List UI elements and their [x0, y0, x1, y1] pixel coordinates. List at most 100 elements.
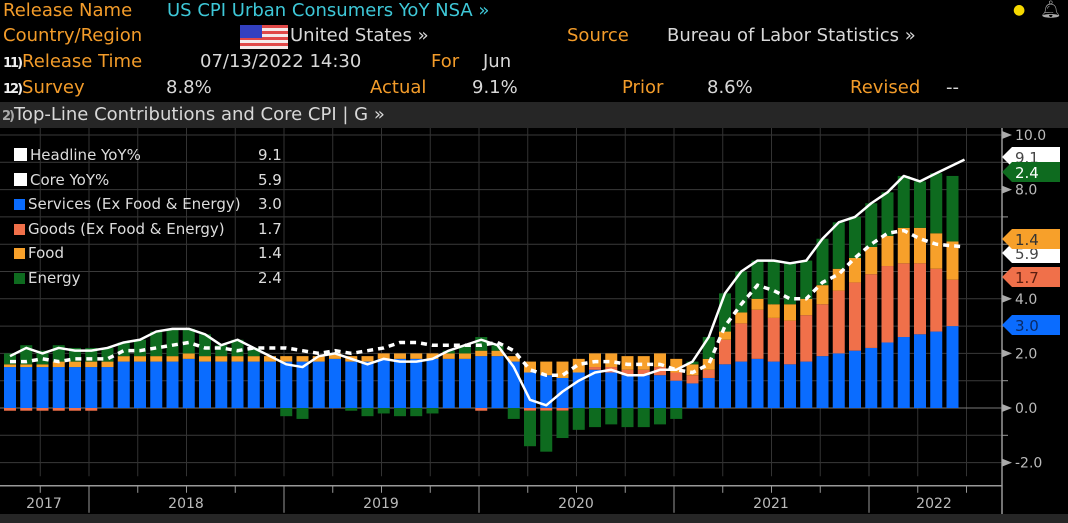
bar-food — [816, 285, 829, 305]
country-label: Country/Region — [3, 25, 143, 46]
bar-energy — [556, 410, 569, 439]
release-time-row[interactable]: 11)Release Time — [3, 51, 142, 75]
bar-services — [410, 358, 423, 408]
bar-food — [897, 227, 910, 264]
for-label: For — [431, 51, 460, 72]
bar-food — [946, 241, 959, 280]
revised-label: Revised — [850, 77, 921, 98]
survey-row[interactable]: 12)Survey — [3, 77, 85, 101]
legend-item-energy[interactable]: Energy — [14, 269, 81, 287]
core-yoy-line — [10, 228, 965, 377]
legend-item-services[interactable]: Services (Ex Food & Energy) — [14, 195, 241, 213]
legend-value: 2.4 — [258, 268, 282, 287]
bar-services — [524, 372, 536, 408]
bar-food — [865, 246, 878, 275]
bar-food — [556, 361, 569, 378]
country-link[interactable]: United States » — [290, 25, 429, 46]
bar-energy — [215, 345, 228, 357]
bar-services — [475, 356, 488, 408]
bar-energy — [540, 410, 553, 452]
bar-energy — [800, 260, 813, 299]
y-tick-arrow — [1002, 294, 1012, 303]
bar-services — [442, 358, 455, 408]
bar-goods — [670, 372, 683, 381]
bar-food — [637, 356, 650, 370]
bar-energy — [4, 353, 16, 365]
section-bar[interactable]: 2)Top-Line Contributions and Core CPI | … — [0, 102, 1068, 128]
legend-swatch-food — [14, 248, 25, 259]
x-tick-label: 2017 — [26, 496, 62, 512]
bar-services — [735, 361, 748, 408]
value-tag-energy: 2.4 — [1002, 162, 1060, 182]
bar-food — [702, 358, 715, 370]
legend-item-headline[interactable]: Headline YoY% — [14, 146, 141, 164]
bar-services — [264, 361, 276, 408]
bar-services — [377, 358, 390, 408]
lightbulb-icon[interactable]: ● — [1013, 2, 1026, 18]
bar-food — [52, 361, 65, 368]
legend-item-food[interactable]: Food — [14, 244, 64, 262]
bell-icon[interactable]: 🔔︎ — [1040, 0, 1062, 20]
section-title-row[interactable]: 2)Top-Line Contributions and Core CPI | … — [2, 104, 385, 128]
bar-goods — [69, 408, 81, 411]
bar-food — [426, 353, 439, 359]
bar-food — [69, 361, 81, 368]
bar-food — [36, 364, 49, 368]
source-link[interactable]: Bureau of Labor Statistics » — [667, 25, 916, 46]
release-name-link[interactable]: US CPI Urban Consumers YoY NSA » — [167, 0, 490, 21]
bar-food — [182, 353, 195, 359]
bar-services — [85, 367, 98, 408]
section-number: 2) — [2, 109, 15, 124]
bar-energy — [605, 408, 618, 425]
legend-value: 1.4 — [258, 244, 282, 262]
bar-food — [199, 356, 211, 362]
bar-goods — [654, 367, 666, 376]
us-flag-icon — [240, 25, 288, 49]
bar-services — [621, 375, 634, 408]
bar-services — [247, 361, 260, 408]
legend-item-core[interactable]: Core YoY% — [14, 171, 109, 189]
bar-services — [849, 350, 861, 408]
legend-swatch-headline — [14, 148, 27, 161]
value-tag-services: 3.0 — [1002, 315, 1060, 335]
value-tag-label: 5.9 — [1015, 245, 1039, 263]
chart[interactable]: 2017 2018 2019 2020 2021 2022 10.0 8.0 4.0 2.0 0.0… — [0, 128, 1068, 514]
bar-energy — [881, 192, 894, 237]
y-tick-arrow — [1002, 404, 1012, 412]
y-tick-arrow — [1002, 458, 1012, 467]
y-tick-label: 4.0 — [1015, 292, 1037, 308]
bar-services — [767, 361, 780, 408]
bar-energy — [410, 408, 423, 417]
bar-services — [914, 334, 926, 408]
bar-food — [117, 356, 130, 362]
bar-goods — [865, 274, 878, 348]
legend-swatch-core — [14, 172, 27, 186]
bar-services — [865, 347, 878, 408]
bar-services — [816, 356, 829, 408]
legend-swatch-services — [14, 199, 25, 210]
bar-services — [69, 367, 81, 408]
bar-services — [394, 358, 406, 408]
bottom-bar — [0, 514, 1068, 523]
bar-food — [914, 227, 926, 264]
legend-item-goods[interactable]: Goods (Ex Food & Energy) — [14, 220, 225, 238]
bar-food — [832, 268, 845, 291]
value-tag-label: 2.4 — [1015, 164, 1039, 182]
survey-number: 12) — [3, 82, 23, 97]
bar-food — [247, 356, 260, 362]
bar-energy — [377, 408, 390, 414]
bar-energy — [946, 175, 959, 242]
legend-label: Core YoY% — [30, 170, 110, 189]
bar-goods — [4, 408, 16, 411]
bar-services — [345, 361, 358, 408]
bar-services — [654, 375, 666, 408]
bar-food — [507, 356, 520, 362]
bar-goods — [719, 339, 731, 365]
bar-food — [329, 353, 341, 359]
y-tick-label: -2.0 — [1015, 456, 1042, 472]
bar-services — [491, 356, 504, 408]
revised-value: -- — [946, 77, 959, 98]
bar-energy — [182, 328, 195, 354]
bar-services — [134, 361, 146, 408]
bar-food — [264, 356, 276, 362]
